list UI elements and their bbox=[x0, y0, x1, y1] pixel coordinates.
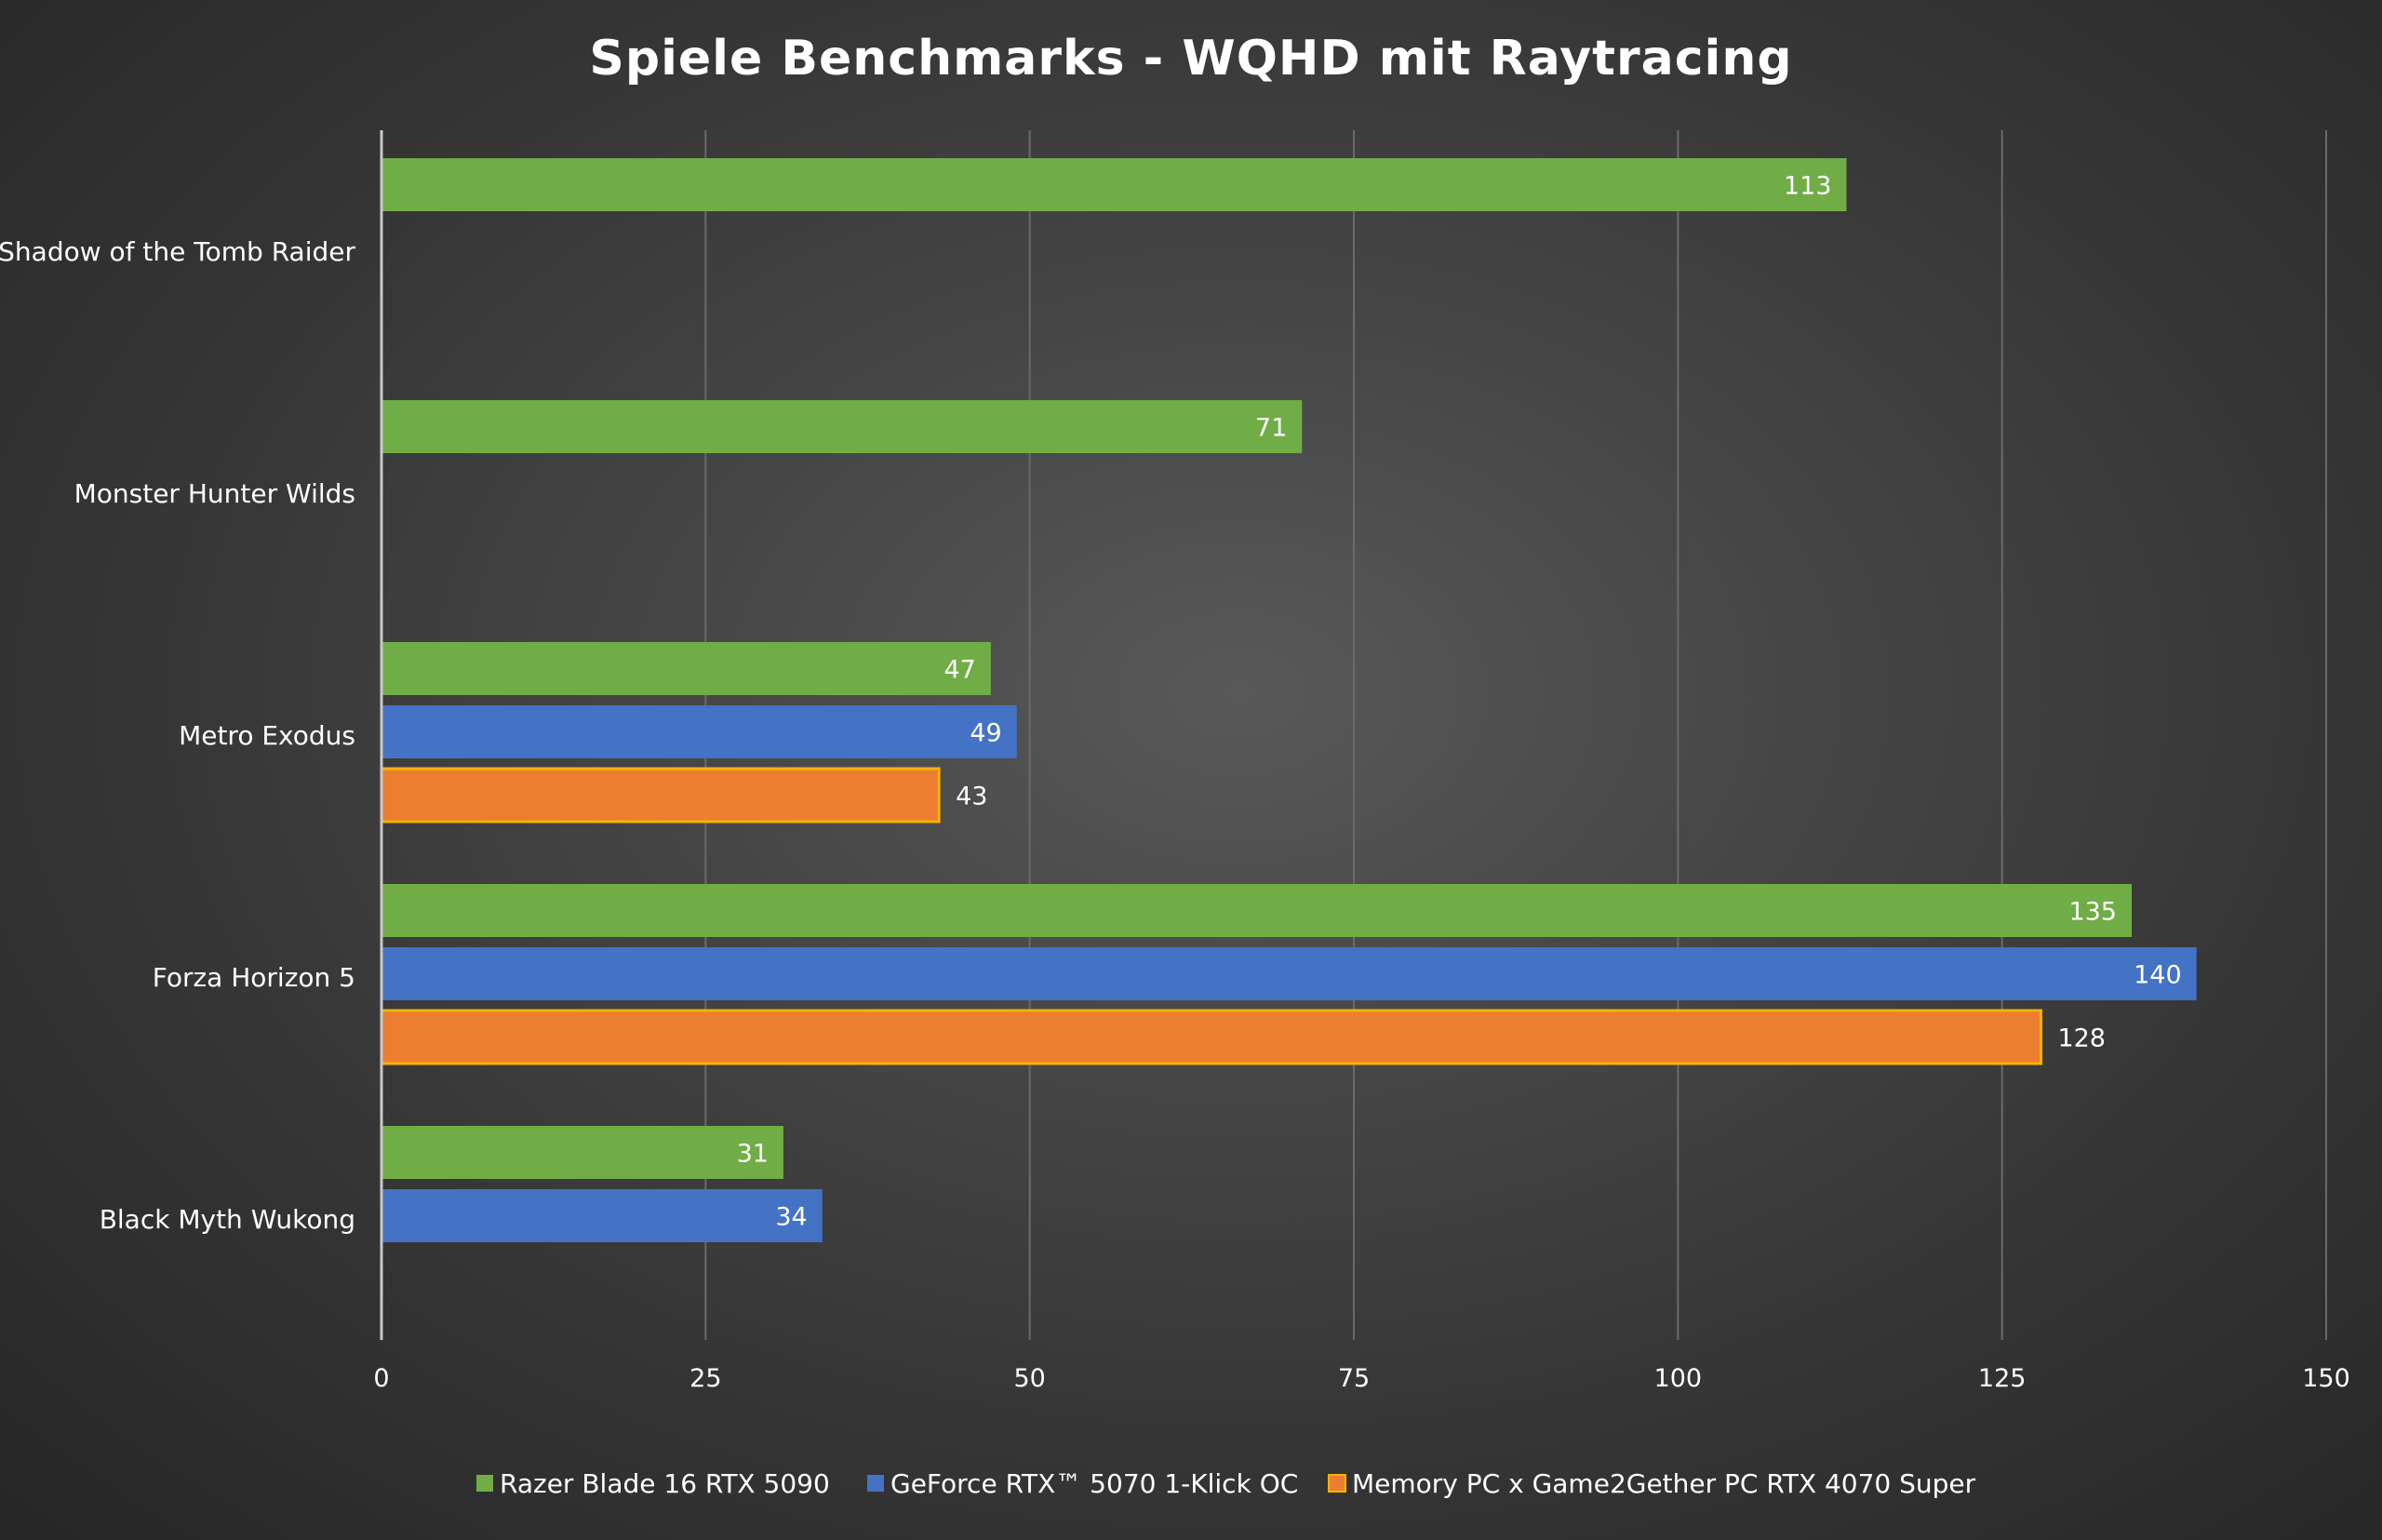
data-label-metro-exodus-series-3: 43 bbox=[956, 783, 987, 811]
data-label-shadow-of-the-tomb-raider-series-1: 113 bbox=[1784, 172, 1832, 201]
bar-forza-horizon-5-series-2 bbox=[381, 947, 2197, 1000]
x-tick-label: 25 bbox=[689, 1364, 721, 1393]
data-label-forza-horizon-5-series-3: 128 bbox=[2057, 1024, 2106, 1053]
bar-monster-hunter-wilds-series-1 bbox=[381, 400, 1303, 453]
x-tick-label: 100 bbox=[1654, 1364, 1703, 1393]
bar-forza-horizon-5-series-1 bbox=[381, 884, 2132, 937]
data-label-monster-hunter-wilds-series-1: 71 bbox=[1255, 414, 1287, 443]
bars-layer bbox=[380, 158, 2197, 1242]
legend-label-series-3: Memory PC x Game2Gether PC RTX 4070 Supe… bbox=[1352, 1468, 1976, 1499]
bar-metro-exodus-series-3 bbox=[380, 767, 941, 824]
data-label-metro-exodus-series-2: 49 bbox=[970, 719, 1001, 748]
category-label-black-myth-wukong: Black Myth Wukong bbox=[100, 1204, 355, 1235]
category-label-forza-horizon-5: Forza Horizon 5 bbox=[153, 962, 355, 993]
legend: Razer Blade 16 RTX 5090 GeForce RTX™ 5070… bbox=[476, 1468, 1976, 1499]
chart-title: Spiele Benchmarks - WQHD mit Raytracing bbox=[589, 31, 1792, 87]
bar-metro-exodus-series-2 bbox=[381, 705, 1017, 758]
legend-label-series-1: Razer Blade 16 RTX 5090 bbox=[500, 1468, 830, 1499]
bar-metro-exodus-series-1 bbox=[381, 642, 991, 695]
bar-black-myth-wukong-series-2 bbox=[381, 1189, 823, 1242]
legend-swatch-series-3 bbox=[1328, 1474, 1346, 1493]
x-tick-label: 50 bbox=[1013, 1364, 1045, 1393]
category-label-shadow-of-the-tomb-raider: Shadow of the Tomb Raider bbox=[0, 236, 355, 267]
x-tick-label: 150 bbox=[2302, 1364, 2350, 1393]
legend-swatch-series-1 bbox=[476, 1475, 493, 1492]
data-label-forza-horizon-5-series-2: 140 bbox=[2134, 961, 2182, 990]
bar-shadow-of-the-tomb-raider-series-1 bbox=[381, 158, 1847, 211]
bar-black-myth-wukong-series-1 bbox=[381, 1126, 783, 1179]
data-label-forza-horizon-5-series-1: 135 bbox=[2068, 898, 2117, 927]
data-label-black-myth-wukong-series-1: 31 bbox=[737, 1140, 769, 1169]
x-tick-label: 0 bbox=[373, 1364, 389, 1393]
legend-label-series-2: GeForce RTX™ 5070 1-Klick OC bbox=[890, 1468, 1298, 1499]
legend-swatch-series-2 bbox=[867, 1475, 884, 1492]
category-label-monster-hunter-wilds: Monster Hunter Wilds bbox=[74, 478, 355, 509]
bar-forza-horizon-5-series-3 bbox=[380, 1009, 2042, 1065]
data-label-metro-exodus-series-1: 47 bbox=[944, 656, 976, 685]
data-label-black-myth-wukong-series-2: 34 bbox=[775, 1203, 807, 1232]
category-label-metro-exodus: Metro Exodus bbox=[179, 720, 355, 751]
x-tick-label: 75 bbox=[1338, 1364, 1370, 1393]
labels-layer: 0 25 50 75 100 125 150 Shadow of the Tomb Raide… bbox=[0, 172, 2350, 1394]
x-tick-label: 125 bbox=[1978, 1364, 2027, 1393]
